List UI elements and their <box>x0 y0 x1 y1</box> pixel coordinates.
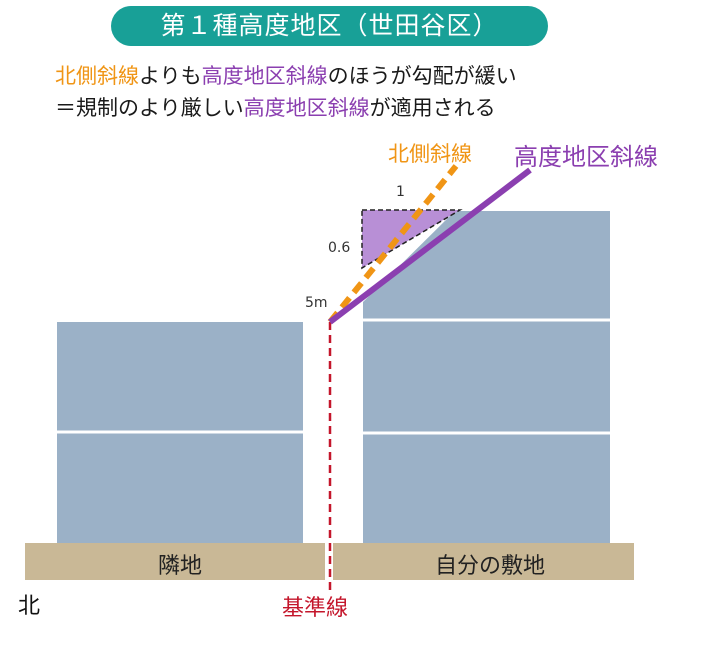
desc-north-line-term: 北側斜線 <box>55 64 139 88</box>
neighbor-land-label: 隣地 <box>157 554 202 579</box>
desc-kodo-line-term: 高度地区斜線 <box>201 64 328 88</box>
desc-kodo-line-term: 高度地区斜線 <box>243 96 370 120</box>
desc-text: のほうが勾配が緩い <box>327 64 517 88</box>
own-land-label: 自分の敷地 <box>434 554 545 579</box>
north-direction-label: 北 <box>18 594 41 619</box>
height-start-label: 5m <box>305 295 328 311</box>
description-line-2: ＝規制のより厳しい高度地区斜線が適用される <box>55 92 496 122</box>
description-line-1: 北側斜線よりも高度地区斜線のほうが勾配が緩い <box>55 60 517 90</box>
desc-text: よりも <box>139 64 202 88</box>
slope-triangle <box>361 209 463 270</box>
desc-text: が適用される <box>369 96 496 120</box>
diagram-title: 第１種高度地区（世田谷区） <box>111 6 548 46</box>
north-slope-line <box>327 164 459 324</box>
kodo-line-label: 高度地区斜線 <box>514 143 658 171</box>
desc-text: ＝規制のより厳しい <box>55 96 244 120</box>
north-line-label: 北側斜線 <box>388 142 472 166</box>
slope-rise-label: 0.6 <box>328 240 351 256</box>
own-building <box>363 211 610 543</box>
slope-run-label: 1 <box>396 184 405 200</box>
baseline-label: 基準線 <box>282 596 349 621</box>
kodo-slope-line <box>328 167 532 325</box>
